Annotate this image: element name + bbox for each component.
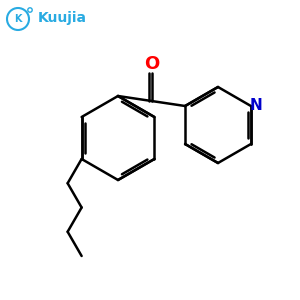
Text: N: N	[250, 98, 262, 113]
Text: O: O	[144, 55, 159, 73]
Text: Kuujia: Kuujia	[38, 11, 86, 25]
Text: K: K	[14, 14, 22, 24]
